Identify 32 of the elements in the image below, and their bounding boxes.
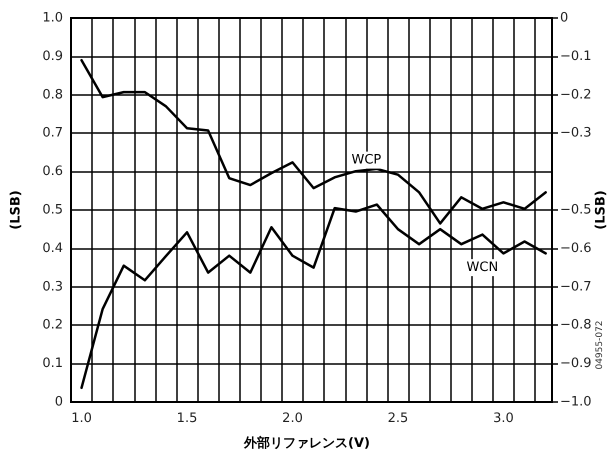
y-tick-label: 0.3 [42, 279, 63, 294]
x-tick-label: 1.5 [176, 411, 198, 426]
y-tick-label: 0.4 [42, 240, 63, 256]
y2-tick-label: −1.0 [560, 394, 592, 410]
y-tick-label: 0.9 [42, 48, 63, 64]
x-tick-label: 2.5 [388, 411, 408, 426]
y2-axis-title: (LSB) [594, 190, 608, 230]
y2-tick-label: −0.7 [560, 279, 592, 294]
y2-tick-label: −0.1 [560, 48, 592, 64]
x-axis-title: 外部リファレンス(V) [243, 435, 370, 451]
annotation: WCP [351, 152, 382, 168]
y2-tick-label: −0.6 [560, 240, 592, 256]
y2-tick-label: 0 [560, 10, 568, 26]
y2-tick-label: −0.5 [560, 202, 592, 218]
x-tick-label: 2.0 [282, 411, 303, 426]
y-tick-label: 0.1 [42, 356, 63, 372]
y-tick-label: 0 [54, 394, 63, 410]
y-tick-label: 0.7 [42, 126, 63, 141]
y-tick-label: 0.6 [42, 164, 63, 180]
y2-tick-label: −0.9 [560, 356, 592, 372]
y2-tick-label: −0.3 [560, 126, 592, 141]
x-tick-label: 1.0 [71, 411, 92, 426]
y-tick-label: 0.8 [42, 87, 63, 102]
x-tick-label: 3.0 [493, 411, 514, 426]
text: 04955-072 [595, 320, 605, 370]
annotation: WCN [466, 260, 498, 276]
y-tick-label: 1.0 [42, 10, 63, 26]
y-tick-label: 0.5 [42, 202, 63, 218]
y-tick-label: 0.2 [42, 318, 63, 333]
y-axis-title: (LSB) [8, 190, 24, 230]
y2-tick-label: −0.2 [560, 87, 592, 102]
y2-tick-label: −0.8 [560, 318, 592, 333]
